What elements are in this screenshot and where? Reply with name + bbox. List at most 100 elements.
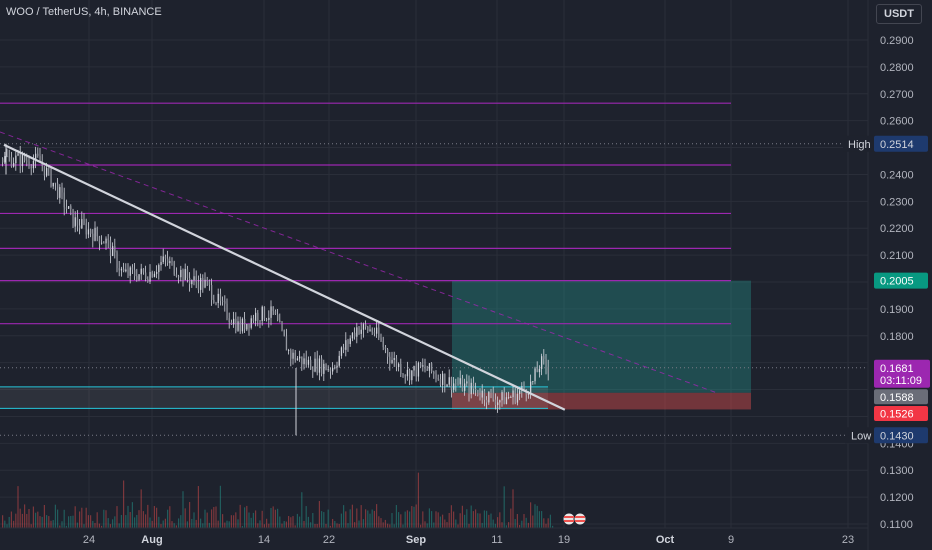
volume-bar — [224, 522, 226, 528]
candle — [448, 377, 450, 385]
volume-bar — [54, 504, 56, 528]
volume-bar — [10, 511, 12, 528]
volume-bar — [239, 504, 241, 528]
volume-bar — [219, 485, 221, 528]
candle — [497, 402, 499, 406]
volume-bar — [354, 522, 356, 528]
candle — [263, 306, 266, 320]
low-label-box — [845, 427, 873, 444]
volume-bar — [411, 506, 413, 528]
volume-bar — [39, 516, 41, 528]
candle — [125, 269, 127, 272]
candle — [290, 350, 292, 359]
candle — [164, 256, 167, 259]
candle — [354, 332, 356, 337]
volume-bar — [79, 511, 81, 528]
candle — [305, 358, 307, 365]
price-tick-label: 0.1300 — [880, 465, 914, 477]
volume-bar — [503, 486, 505, 528]
candle — [351, 332, 354, 339]
volume-bar — [142, 511, 144, 528]
price-tick-label: 0.2800 — [880, 62, 914, 74]
candle — [431, 363, 433, 372]
volume-bar — [501, 522, 503, 528]
time-axis-label: 11 — [491, 534, 502, 546]
candle — [175, 274, 178, 277]
volume-bar — [145, 514, 147, 528]
candle — [140, 268, 142, 275]
candle — [79, 225, 81, 229]
volume-bar — [413, 506, 415, 528]
candle — [211, 284, 213, 300]
volume-bar — [453, 511, 455, 528]
candle — [389, 356, 391, 363]
volume-bar — [85, 507, 87, 528]
candle — [72, 209, 74, 227]
candle — [160, 262, 162, 266]
candle — [68, 206, 70, 209]
us-flag-icon[interactable] — [573, 512, 587, 526]
target-price-badge — [874, 272, 928, 289]
candle — [479, 395, 481, 398]
candle — [200, 277, 202, 290]
candle — [283, 330, 285, 337]
volume-bar — [303, 520, 305, 528]
volume-bar — [197, 486, 199, 528]
candle — [230, 321, 233, 325]
volume-bar — [400, 514, 402, 528]
flag-stripe — [575, 520, 585, 522]
volume-bar — [204, 509, 206, 528]
candle — [470, 382, 472, 395]
volume-bar — [455, 519, 457, 528]
us-flag-icon[interactable] — [562, 512, 576, 526]
volume-bar — [250, 517, 252, 528]
candle — [404, 375, 406, 377]
candle — [547, 366, 549, 374]
stop-price-badge — [874, 405, 928, 421]
volume-bar — [545, 523, 547, 528]
volume-bar — [182, 491, 184, 528]
chart-title: WOO / TetherUS, 4h, BINANCE — [6, 6, 162, 18]
volume-bar — [87, 515, 89, 528]
candle — [327, 369, 329, 371]
volume-bar — [490, 513, 492, 528]
volume-bar — [6, 524, 8, 528]
candle — [182, 269, 184, 281]
candle — [85, 223, 87, 235]
candle — [189, 277, 191, 285]
volume-bar — [376, 504, 378, 528]
candle — [490, 391, 492, 393]
volume-bar — [336, 523, 338, 528]
candle — [70, 206, 72, 210]
candle — [483, 390, 486, 400]
currency-button[interactable]: USDT — [876, 4, 922, 24]
volume-bar — [362, 519, 364, 528]
volume-bar — [17, 486, 19, 528]
volume-bar — [338, 523, 340, 528]
volume-bar — [43, 504, 45, 528]
candle — [312, 369, 314, 372]
candle — [530, 381, 532, 395]
volume-bar — [380, 518, 382, 528]
volume-bar — [235, 512, 237, 528]
candle — [369, 329, 371, 331]
candle — [277, 314, 279, 321]
volume-bar — [541, 511, 543, 528]
candle — [87, 229, 90, 235]
volume-bar — [296, 513, 298, 528]
trendline[interactable] — [3, 143, 566, 411]
volume-bar — [358, 520, 360, 528]
candle — [37, 153, 39, 156]
volume-bar — [259, 520, 261, 528]
candle — [252, 318, 255, 321]
volume-bar — [112, 519, 114, 528]
candle — [162, 256, 164, 263]
volume-bar — [261, 510, 263, 528]
candle — [303, 358, 305, 365]
candle — [63, 192, 65, 208]
volume-bar — [492, 519, 494, 528]
volume-bar — [96, 512, 98, 528]
volume-bar — [310, 522, 312, 528]
volume-bar — [543, 518, 545, 528]
